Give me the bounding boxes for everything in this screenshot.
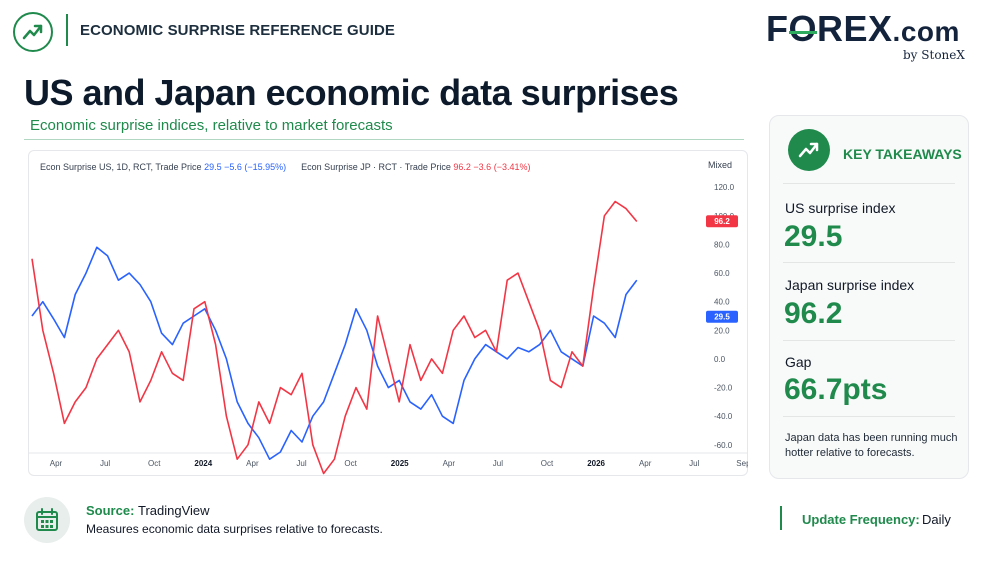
guide-title: ECONOMIC SURPRISE REFERENCE GUIDE (80, 22, 396, 39)
legend-us-values: 29.5 −5.6 (−15.95%) (204, 162, 287, 172)
calendar-icon (24, 497, 70, 543)
forex-logo: FO REX.com (766, 8, 960, 50)
x-tick-label: Jul (689, 459, 699, 468)
chart-card (28, 150, 748, 476)
source-value: TradingView (138, 503, 210, 518)
y-tick-label: 20.0 (714, 326, 730, 335)
stat-label-gap: Gap (785, 354, 812, 370)
logo-part-f: F (766, 8, 789, 49)
logo-part-rex: REX (817, 8, 893, 49)
key-takeaways-card (769, 115, 969, 479)
source-label: Source: (86, 503, 135, 518)
page-title: US and Japan economic data surprises (24, 72, 679, 113)
x-tick-label: Jul (493, 459, 503, 468)
chart-legend: Econ Surprise US, 1D, RCT, Trade Price 2… (40, 162, 530, 172)
series-line-jp (31, 200, 638, 475)
x-tick-label: Sep (736, 459, 748, 468)
x-tick-label: Apr (639, 459, 652, 468)
legend-us-series: Econ Surprise US, 1D, RCT, Trade Price (40, 162, 202, 172)
trend-up-icon (13, 12, 53, 52)
frequency-value: Daily (922, 512, 951, 527)
logo-part-dotcom: .com (892, 16, 960, 47)
legend-jp-series: Econ Surprise JP · RCT · Trade Price (301, 162, 451, 172)
footer-divider (780, 506, 782, 530)
trend-up-icon (788, 129, 830, 171)
y-tick-label: -20.0 (714, 384, 733, 393)
y-tick-label: 80.0 (714, 240, 730, 249)
series-line-us (31, 246, 638, 461)
x-tick-label: 2024 (194, 459, 212, 468)
x-tick-label: Jul (100, 459, 110, 468)
sidebar-divider (783, 262, 955, 263)
stat-label-us: US surprise index (785, 200, 896, 216)
stat-value-japan: 96.2 (784, 297, 843, 330)
scale-mode-label[interactable]: Mixed (708, 160, 733, 170)
sidebar-divider (783, 340, 955, 341)
last-value-badge (706, 310, 738, 323)
line-chart: 120.0100.080.060.040.020.00.0-20.0-40.0-… (28, 183, 748, 475)
legend-jp-values: 96.2 −3.6 (−3.41%) (453, 162, 531, 172)
key-takeaways-title: KEY TAKEAWAYS (843, 146, 962, 162)
frequency-label: Update Frequency: (802, 512, 920, 527)
y-tick-label: 120.0 (714, 183, 735, 192)
x-tick-label: Apr (246, 459, 259, 468)
last-value-label: 29.5 (714, 313, 730, 322)
y-tick-label: 40.0 (714, 298, 730, 307)
stat-value-us: 29.5 (784, 220, 843, 253)
x-tick-label: Oct (541, 459, 554, 468)
last-value-label: 96.2 (714, 217, 730, 226)
subtitle-rule (24, 139, 744, 140)
sidebar-divider (783, 183, 955, 184)
last-value-badge (706, 215, 738, 228)
x-tick-label: Apr (50, 459, 63, 468)
x-tick-label: 2025 (391, 459, 409, 468)
sidebar-divider (783, 416, 955, 417)
y-tick-label: -60.0 (714, 441, 733, 450)
y-tick-label: -40.0 (714, 412, 733, 421)
page-subtitle: Economic surprise indices, relative to m… (30, 117, 393, 134)
stat-label-japan: Japan surprise index (785, 277, 915, 293)
takeaway-note: Japan data has been running much hotter … (785, 432, 958, 459)
logo-subtitle: by StoneX (903, 48, 965, 62)
y-tick-label: 60.0 (714, 269, 730, 278)
x-tick-label: Oct (148, 459, 161, 468)
stat-value-gap: 66.7pts (784, 373, 888, 406)
header-divider (66, 14, 68, 46)
x-tick-label: Jul (296, 459, 306, 468)
source-description: Measures economic data surprises relativ… (86, 522, 383, 536)
x-tick-label: Apr (443, 459, 456, 468)
y-tick-label: 0.0 (714, 355, 726, 364)
logo-part-o: O (788, 8, 818, 49)
x-tick-label: 2026 (587, 459, 605, 468)
x-tick-label: Oct (344, 459, 357, 468)
